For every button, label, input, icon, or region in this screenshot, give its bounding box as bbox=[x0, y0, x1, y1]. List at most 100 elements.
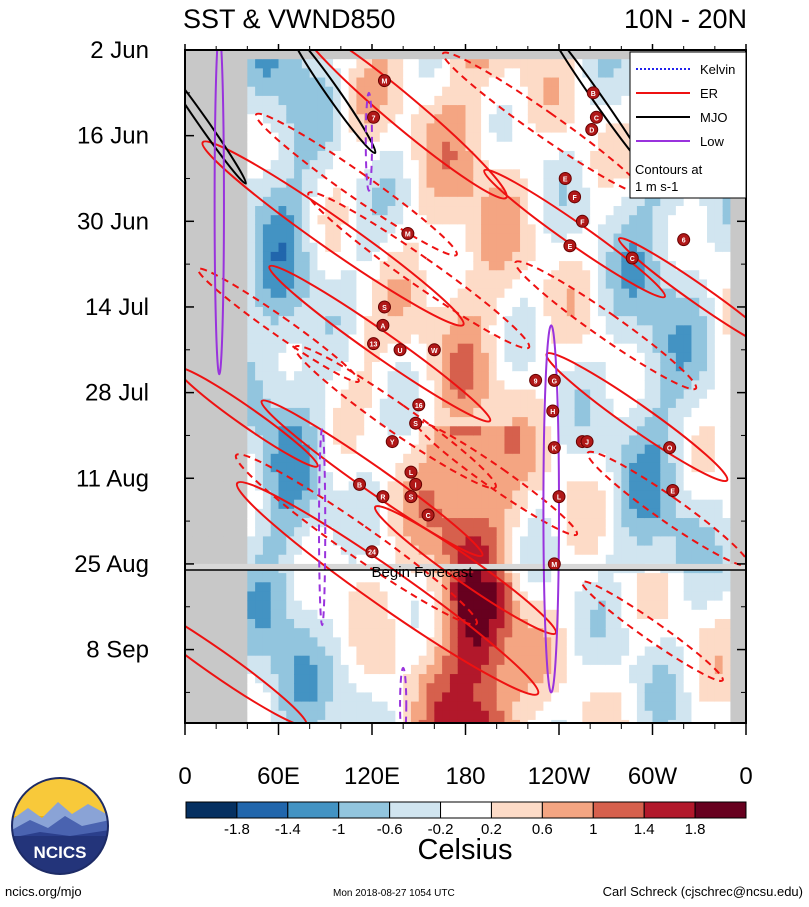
heatmap-cell bbox=[520, 536, 529, 547]
heatmap-cell bbox=[442, 417, 451, 427]
heatmap-cell bbox=[410, 710, 420, 721]
heatmap-cell bbox=[449, 59, 459, 69]
heatmap-cell bbox=[481, 453, 490, 464]
heatmap-cell bbox=[239, 371, 248, 381]
heatmap-cell bbox=[333, 609, 342, 620]
heatmap-cell bbox=[473, 591, 482, 602]
heatmap-cell bbox=[574, 389, 583, 400]
heatmap-cell bbox=[286, 352, 295, 363]
heatmap-cell bbox=[262, 279, 272, 290]
heatmap-cell bbox=[192, 490, 202, 501]
heatmap-cell bbox=[496, 637, 505, 648]
heatmap-cell bbox=[675, 453, 685, 464]
heatmap-cell bbox=[621, 573, 630, 583]
heatmap-cell bbox=[613, 187, 622, 198]
heatmap-cell bbox=[597, 536, 607, 547]
heatmap-cell bbox=[395, 444, 404, 455]
heatmap-cell bbox=[309, 316, 318, 326]
heatmap-cell bbox=[574, 719, 583, 723]
heatmap-cell bbox=[707, 389, 716, 400]
heatmap-cell bbox=[543, 141, 552, 152]
heatmap-cell bbox=[707, 196, 716, 207]
heatmap-cell bbox=[379, 114, 389, 124]
heatmap-cell bbox=[418, 499, 428, 510]
heatmap-cell bbox=[286, 233, 295, 244]
heatmap-cell bbox=[434, 215, 443, 225]
heatmap-cell bbox=[255, 352, 264, 363]
heatmap-cell bbox=[535, 481, 544, 492]
heatmap-cell bbox=[457, 701, 466, 712]
heatmap-cell bbox=[216, 50, 225, 60]
heatmap-cell bbox=[496, 655, 505, 666]
heatmap-cell bbox=[301, 105, 311, 115]
heatmap-cell bbox=[309, 389, 318, 400]
heatmap-cell bbox=[613, 518, 622, 528]
heatmap-cell bbox=[675, 490, 685, 501]
heatmap-cell bbox=[192, 518, 202, 528]
heatmap-cell bbox=[410, 325, 420, 335]
heatmap-cell bbox=[551, 325, 560, 335]
heatmap-cell bbox=[496, 105, 505, 115]
heatmap-cell bbox=[294, 618, 303, 629]
heatmap-cell bbox=[208, 490, 217, 501]
heatmap-cell bbox=[496, 77, 505, 88]
heatmap-cell bbox=[309, 187, 318, 198]
heatmap-cell bbox=[434, 141, 443, 152]
heatmap-cell bbox=[223, 306, 233, 317]
heatmap-cell bbox=[255, 573, 264, 583]
heatmap-cell bbox=[675, 582, 685, 592]
heatmap-cell bbox=[301, 242, 311, 253]
heatmap-cell bbox=[512, 536, 521, 547]
heatmap-cell bbox=[699, 518, 708, 528]
heatmap-cell bbox=[675, 380, 685, 391]
heatmap-cell bbox=[301, 499, 311, 510]
heatmap-cell bbox=[403, 150, 412, 161]
heatmap-cell bbox=[629, 490, 638, 501]
heatmap-cell bbox=[597, 710, 607, 721]
heatmap-cell bbox=[372, 527, 381, 537]
heatmap-cell bbox=[192, 288, 202, 299]
heatmap-cell bbox=[535, 591, 544, 602]
heatmap-cell bbox=[247, 316, 256, 326]
heatmap-cell bbox=[699, 371, 708, 381]
heatmap-cell bbox=[294, 591, 303, 602]
heatmap-cell bbox=[309, 692, 318, 703]
heatmap-cell bbox=[559, 407, 568, 418]
heatmap-cell bbox=[192, 407, 202, 418]
heatmap-cell bbox=[270, 637, 279, 648]
heatmap-cell bbox=[426, 325, 435, 335]
heatmap-cell bbox=[387, 86, 396, 97]
heatmap-cell bbox=[364, 444, 373, 455]
heatmap-cell bbox=[325, 683, 334, 693]
heatmap-cell bbox=[395, 334, 404, 345]
heatmap-cell bbox=[379, 389, 389, 400]
heatmap-cell bbox=[535, 160, 544, 170]
heatmap-cell bbox=[364, 334, 373, 345]
heatmap-cell bbox=[403, 371, 412, 381]
heatmap-cell bbox=[278, 435, 287, 446]
heatmap-cell bbox=[496, 233, 505, 244]
heatmap-cell bbox=[644, 417, 653, 427]
heatmap-cell bbox=[434, 132, 443, 143]
heatmap-cell bbox=[418, 123, 428, 134]
heatmap-cell bbox=[644, 407, 653, 418]
heatmap-cell bbox=[691, 701, 700, 712]
heatmap-cell bbox=[473, 169, 482, 179]
heatmap-cell bbox=[457, 261, 466, 271]
heatmap-cell bbox=[223, 692, 233, 703]
heatmap-cell bbox=[527, 123, 537, 134]
heatmap-cell bbox=[333, 224, 342, 235]
heatmap-cell bbox=[372, 683, 381, 693]
heatmap-cell bbox=[216, 426, 225, 436]
heatmap-cell bbox=[504, 453, 513, 464]
heatmap-cell bbox=[527, 609, 537, 620]
heatmap-cell bbox=[488, 251, 498, 262]
heatmap-cell bbox=[372, 600, 381, 611]
heatmap-cell bbox=[457, 637, 466, 648]
heatmap-cell bbox=[496, 573, 505, 583]
heatmap-cell bbox=[270, 554, 279, 565]
heatmap-cell bbox=[239, 325, 248, 335]
heatmap-cell bbox=[418, 279, 428, 290]
heatmap-cell bbox=[621, 362, 630, 372]
heatmap-cell bbox=[496, 508, 505, 519]
